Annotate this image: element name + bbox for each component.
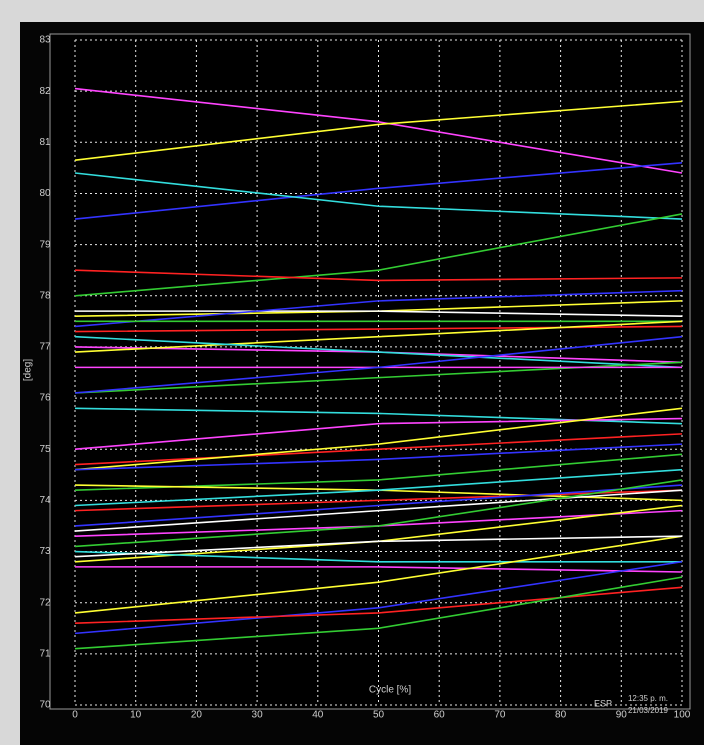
y-tick-label: 80 — [39, 188, 51, 199]
x-tick-label: 40 — [312, 710, 324, 721]
y-tick-label: 78 — [39, 290, 51, 301]
screen: Cycle [%] [deg] ESP 12:35 p. m. 21/03/20… — [0, 0, 704, 745]
x-tick-label: 20 — [191, 710, 203, 721]
y-tick-label: 70 — [39, 700, 51, 711]
y-tick-label: 72 — [39, 597, 51, 608]
y-tick-label: 77 — [39, 342, 51, 353]
x-tick-label: 100 — [674, 710, 691, 721]
y-tick-label: 82 — [39, 86, 51, 97]
y-tick-label: 75 — [39, 444, 51, 455]
x-tick-label: 10 — [130, 710, 142, 721]
x-tick-label: 90 — [616, 710, 628, 721]
page: Cycle [%] [deg] ESP 12:35 p. m. 21/03/20… — [0, 0, 704, 745]
y-axis-label: [deg] — [23, 359, 34, 381]
y-tick-label: 74 — [39, 495, 51, 506]
taskbar-date: 21/03/2019 — [628, 706, 669, 715]
x-tick-label: 80 — [555, 710, 567, 721]
x-axis-label: Cycle [%] — [369, 685, 411, 696]
y-tick-label: 73 — [39, 546, 51, 557]
x-tick-label: 50 — [373, 710, 385, 721]
x-tick-label: 0 — [72, 710, 78, 721]
y-tick-label: 79 — [39, 239, 51, 250]
y-tick-label: 83 — [39, 35, 51, 46]
x-tick-label: 60 — [434, 710, 446, 721]
taskbar-time: 12:35 p. m. — [628, 694, 668, 703]
x-tick-label: 70 — [494, 710, 506, 721]
y-tick-label: 76 — [39, 393, 51, 404]
x-tick-label: 30 — [252, 710, 264, 721]
y-tick-label: 81 — [39, 137, 51, 148]
taskbar-language: ESP — [594, 698, 612, 708]
y-tick-label: 71 — [39, 648, 51, 659]
